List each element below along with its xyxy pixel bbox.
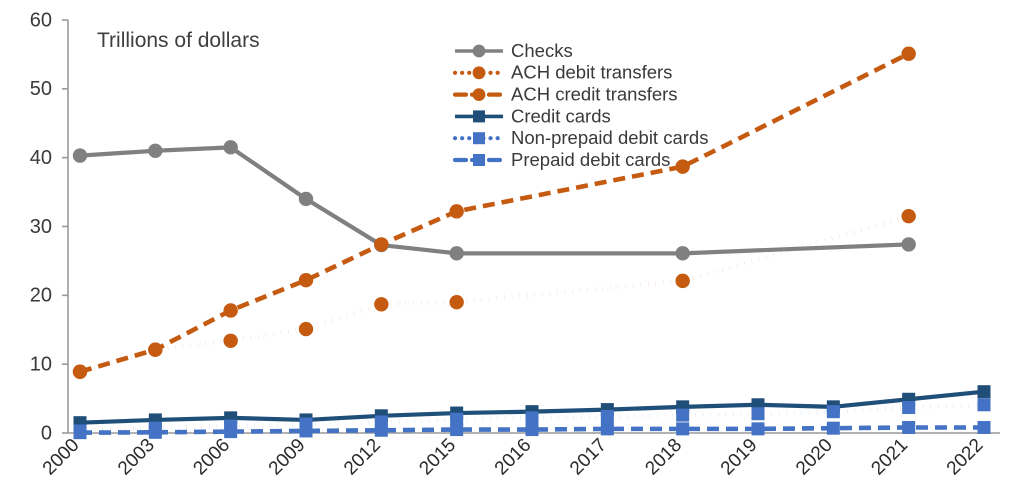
data-point-marker [675, 273, 690, 289]
data-point-marker [676, 408, 690, 422]
data-point-marker [977, 398, 991, 412]
data-point-marker [675, 159, 690, 174]
x-tick-label: 2003 [114, 435, 159, 480]
series-line [79, 213, 910, 374]
data-point-marker [223, 333, 238, 348]
legend-marker-swatch [473, 132, 485, 145]
x-tick-label: 2009 [265, 435, 310, 480]
y-tick-label: 60 [30, 9, 52, 31]
data-point-marker [450, 412, 464, 426]
data-point-marker [223, 140, 238, 155]
x-tick-label: 2020 [792, 435, 837, 480]
y-tick-label: 30 [30, 216, 52, 238]
data-point-marker [977, 385, 991, 399]
legend-label: Credit cards [511, 105, 611, 126]
data-point-marker [902, 401, 916, 415]
data-point-marker [298, 272, 314, 288]
series-ach-debit-transfers [72, 208, 916, 379]
data-point-marker [374, 423, 388, 437]
x-axis: 2000 2003 2006 2009 2012 2015 2016 2017 2018 2019… [39, 432, 1000, 480]
data-point-marker [751, 422, 765, 436]
data-point-marker [676, 422, 690, 436]
legend-label: Prepaid debit cards [511, 149, 670, 170]
data-point-marker [826, 421, 840, 435]
data-point-marker [449, 204, 464, 219]
y-tick-label: 20 [30, 285, 52, 307]
y-tick-label: 50 [30, 78, 52, 100]
data-point-marker [224, 425, 238, 439]
x-tick-label: 2017 [566, 435, 611, 480]
data-point-marker [374, 297, 389, 312]
data-point-marker [148, 425, 162, 439]
x-tick-label: 2019 [717, 435, 762, 480]
y-tick-label: 10 [30, 353, 52, 375]
data-point-marker [299, 424, 313, 438]
series-prepaid-debit-cards [73, 420, 991, 440]
y-tick-label: 0 [41, 422, 52, 444]
data-point-marker [449, 295, 464, 310]
data-point-marker [751, 407, 765, 421]
data-point-marker [600, 409, 614, 423]
data-point-marker [148, 143, 163, 158]
legend-item-credit-cards[interactable]: Credit cards [455, 105, 611, 126]
legend-item-non-prepaid-debit-cards[interactable]: Non-prepaid debit cards [452, 127, 708, 148]
x-tick-label: 2021 [867, 435, 912, 480]
x-tick-label: 2015 [415, 435, 460, 480]
y-axis-ticks: 0 10 20 30 40 50 60 [30, 9, 68, 444]
legend-item-ach-credit-transfers[interactable]: ACH credit transfers [452, 83, 678, 104]
x-tick-label: 2018 [641, 435, 686, 480]
data-point-marker [450, 423, 464, 437]
legend-marker-swatch [472, 66, 486, 80]
data-point-marker [298, 191, 314, 207]
series-layer [72, 46, 991, 440]
data-point-marker [223, 303, 238, 318]
series-checks [72, 140, 916, 261]
data-point-marker [901, 46, 916, 61]
legend-marker-swatch [473, 154, 485, 166]
legend-label: Checks [511, 40, 573, 61]
data-point-marker [72, 364, 88, 379]
legend-label: ACH debit transfers [511, 62, 672, 83]
data-point-marker [374, 237, 389, 252]
x-tick-label: 2006 [189, 435, 234, 480]
data-point-marker [977, 420, 991, 434]
legend-marker-swatch [473, 110, 485, 123]
series-line [79, 145, 909, 256]
data-point-marker [525, 411, 539, 425]
legend-marker-swatch [472, 88, 486, 101]
legend-label: ACH credit transfers [511, 83, 678, 104]
x-tick-label: 2022 [943, 435, 988, 480]
legend-item-checks[interactable]: Checks [455, 40, 573, 61]
data-point-marker [72, 148, 88, 163]
x-tick-label: 2012 [340, 435, 385, 480]
data-point-marker [826, 405, 840, 419]
x-tick-label: 2016 [491, 435, 536, 480]
series-line [79, 51, 910, 374]
series-ach-credit-transfers [72, 46, 916, 379]
data-point-marker [73, 426, 87, 440]
data-point-marker [901, 208, 916, 224]
legend-item-ach-debit-transfers[interactable]: ACH debit transfers [452, 62, 672, 83]
x-axis-tick-labels: 2000 2003 2006 2009 2012 2015 2016 2017 2018 2019… [39, 435, 988, 480]
data-point-marker [901, 237, 916, 252]
units-annotation: Trillions of dollars [97, 29, 260, 52]
y-axis: 0 10 20 30 40 50 60 [30, 9, 69, 444]
data-point-marker [600, 422, 614, 436]
data-point-marker [298, 321, 314, 337]
legend-label: Non-prepaid debit cards [511, 127, 708, 148]
legend-item-prepaid-debit-cards[interactable]: Prepaid debit cards [452, 149, 670, 170]
data-point-marker [675, 246, 690, 261]
data-point-marker [148, 342, 163, 357]
y-tick-label: 40 [30, 147, 52, 169]
legend-marker-swatch [472, 44, 486, 58]
data-point-marker [525, 423, 539, 437]
data-point-marker [902, 420, 916, 434]
data-point-marker [449, 246, 464, 261]
